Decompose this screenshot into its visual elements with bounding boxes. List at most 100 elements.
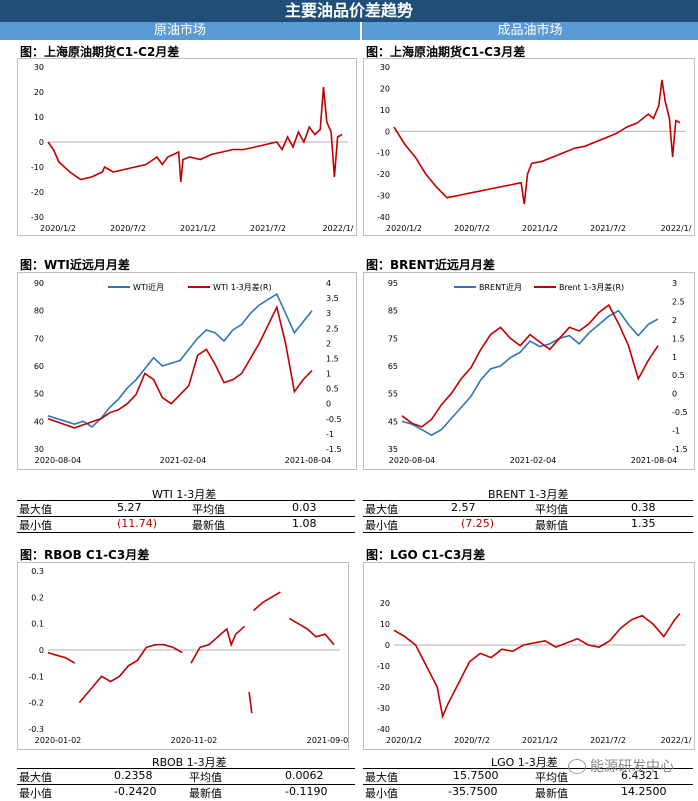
min-value: (7.25) [461, 517, 495, 530]
latest-label: 最新值 [189, 787, 222, 800]
page-banner: 主要油品价差趋势 [0, 0, 698, 22]
chart-frame-p4: 35 45 55 65 75 85 95 -1.5 -1 -0.5 0 0.5 1 1.5 2 2.5 3 202… [363, 272, 695, 470]
y-tick-label: 65 [388, 362, 398, 371]
right-column-header: 成品油市场 [362, 22, 698, 40]
x-tick-label: 2022/1/ [323, 224, 354, 233]
max-label: 最大值 [19, 771, 52, 784]
stats-table-wti: WTI 1-3月差 最大值 5.27 平均值 0.03 最小值 (11.74) … [17, 486, 355, 534]
stats-table-brent: BRENT 1-3月差 最大值 2.57 平均值 0.38 最小值 (7.25)… [363, 486, 693, 534]
y-tick-label: 30 [34, 445, 44, 454]
y-tick-label: 55 [388, 390, 398, 399]
chart-p2: -40 -30 -20 -10 0 10 20 30 2020/1/2 2020/7/2 2021/… [377, 63, 692, 233]
chart-p1: -30 -20 -10 0 10 20 30 2020/1/2 2020/7/2 2021/1/2… [31, 63, 354, 233]
y-tick-label: -30 [377, 704, 390, 713]
panel-title-p6: 图：LGO C1-C3月差 [366, 548, 486, 562]
stats-title: WTI 1-3月差 [152, 488, 217, 501]
y-tick-label: -40 [377, 213, 390, 222]
y2-tick-label: 4 [326, 279, 331, 288]
y-tick-label: -0.2 [28, 699, 44, 708]
y2-tick-label: 0 [326, 400, 331, 409]
min-label: 最小值 [365, 787, 398, 800]
y-tick-label: -10 [31, 163, 44, 172]
x-tick-label: 2021-09-02 [307, 736, 348, 745]
series-line-1 [393, 79, 681, 205]
y-tick-label: 0.3 [31, 567, 44, 576]
watermark: 能源研发中心 [568, 756, 674, 776]
y2-tick-label: 0.5 [672, 371, 685, 380]
chart-p6: -40 -30 -20 -10 0 10 20 2020/1/2 2020/7/2 2021/1/… [377, 599, 692, 745]
x-tick-label: 2020-01-02 [35, 736, 82, 745]
min-value: -0.2420 [114, 785, 157, 798]
x-tick-label: 2020/7/2 [454, 224, 490, 233]
series-line-2 [401, 303, 659, 428]
series-line-1 [393, 612, 681, 720]
chart-p5: -0.3 -0.2 -0.1 0 0.1 0.2 0.3 2020-01-02 2020-11-… [28, 567, 353, 745]
x-tick-label: 2020-08-04 [389, 456, 436, 465]
series-line-2 [47, 304, 313, 429]
y-tick-label: -30 [31, 213, 44, 222]
series-line-6 [288, 617, 335, 646]
max-value: 5.27 [117, 501, 142, 514]
avg-value: 0.03 [292, 501, 317, 514]
y2-tick-label: -1.5 [672, 445, 688, 454]
panel-title-p5: 图：RBOB C1-C3月差 [20, 548, 150, 562]
chart-frame-p5: -0.3 -0.2 -0.1 0 0.1 0.2 0.3 2020-01-02 2020-11-… [17, 562, 353, 750]
avg-value: 0.38 [631, 501, 656, 514]
x-tick-label: 2020/1/2 [386, 736, 422, 745]
y2-tick-label: 1 [672, 353, 677, 362]
y-tick-label: 10 [380, 620, 390, 629]
y2-tick-label: 3.5 [326, 294, 339, 303]
stats-row-min: 最小值 (11.74) 最新值 1.08 [17, 516, 355, 533]
y2-tick-label: -1 [326, 430, 334, 439]
x-tick-label: 2020/1/2 [386, 224, 422, 233]
y2-tick-label: -1.5 [326, 445, 342, 454]
stats-table-lgo: LGO 1-3月差 最大值 15.7500 平均值 6.4321 最小值 -35… [363, 754, 693, 800]
y-tick-label: 70 [34, 334, 44, 343]
series-line-1 [47, 292, 313, 428]
min-label: 最小值 [19, 519, 52, 532]
y-tick-label: -20 [377, 683, 390, 692]
series-line-5 [253, 591, 281, 612]
y-tick-label: 80 [34, 307, 44, 316]
y-tick-label: 75 [388, 334, 398, 343]
y-tick-label: 90 [34, 279, 44, 288]
legend-label: Brent 1-3月差(R) [559, 282, 624, 292]
y2-tick-label: -1 [672, 427, 680, 436]
max-label: 最大值 [365, 771, 398, 784]
y-tick-label: 0 [385, 127, 390, 136]
y2-tick-label: 2.5 [326, 324, 339, 333]
chart-frame-p2: -40 -30 -20 -10 0 10 20 30 2020/1/2 2020/7/2 2021/… [363, 58, 695, 236]
max-value: 15.7500 [453, 769, 499, 782]
y2-tick-label: 2 [672, 316, 677, 325]
x-tick-label: 2022/1/ [661, 224, 692, 233]
stats-row-min: 最小值 -35.7500 最新值 14.2500 [363, 784, 693, 800]
y-tick-label: -20 [377, 170, 390, 179]
avg-value: 0.0062 [285, 769, 324, 782]
min-label: 最小值 [365, 519, 398, 532]
y-tick-label: 10 [34, 113, 44, 122]
x-tick-label: 2020/7/2 [110, 224, 146, 233]
latest-value: 1.35 [631, 517, 656, 530]
y-tick-label: 20 [34, 88, 44, 97]
y2-tick-label: 2 [326, 339, 331, 348]
y-tick-label: 60 [34, 362, 44, 371]
max-value: 2.57 [451, 501, 476, 514]
y-tick-label: 0 [39, 138, 44, 147]
series-line-2 [78, 643, 183, 704]
panel-title-p2: 图：上海原油期货C1-C3月差 [366, 45, 526, 59]
avg-label: 平均值 [535, 771, 568, 784]
stats-row-max: 最大值 2.57 平均值 0.38 [363, 500, 693, 516]
stats-row-max: 最大值 15.7500 平均值 6.4321 [363, 768, 693, 784]
stats-table-rbob: RBOB 1-3月差 最大值 0.2358 平均值 0.0062 最小值 -0.… [17, 754, 355, 800]
series-line-1 [401, 309, 659, 437]
series-line-3 [190, 625, 246, 664]
x-tick-label: 2021/1/2 [522, 224, 558, 233]
max-value: 0.2358 [114, 769, 153, 782]
y2-tick-label: 3 [672, 279, 677, 288]
avg-label: 平均值 [535, 503, 568, 516]
y-tick-label: 45 [388, 417, 398, 426]
x-tick-label: 2020-08-04 [35, 456, 82, 465]
chart-p3: 30 40 50 60 70 80 90 -1.5 -1 -0.5 0 0.5 1 1.5 2 2.5 3 3.5… [34, 279, 342, 465]
y-tick-label: -10 [377, 149, 390, 158]
chart-frame-p1: -30 -20 -10 0 10 20 30 2020/1/2 2020/7/2 2021/1/2… [17, 58, 357, 236]
